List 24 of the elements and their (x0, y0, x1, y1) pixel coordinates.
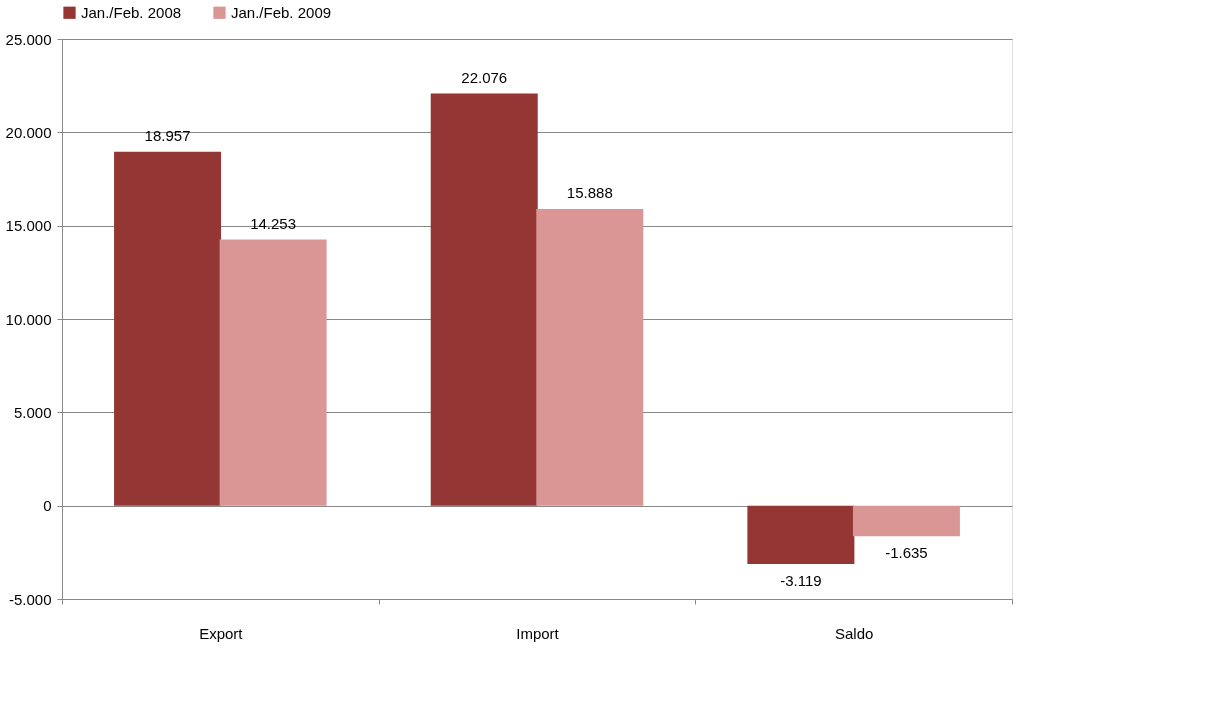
y-tick-label: -5.000 (8, 590, 52, 608)
y-tick-label: 20.000 (5, 123, 52, 141)
legend-label: Jan./Feb. 2009 (231, 3, 332, 21)
bar (747, 505, 855, 564)
legend-label: Jan./Feb. 2008 (81, 3, 182, 21)
bar (219, 239, 327, 506)
y-tick-label: 5.000 (13, 403, 52, 421)
data-label: 14.253 (250, 214, 297, 232)
x-tick-label: Export (199, 624, 244, 642)
y-tick-label: 25.000 (5, 30, 52, 48)
y-tick-label: 0 (43, 497, 52, 515)
x-tick-label: Import (516, 624, 560, 642)
data-label: -1.635 (885, 544, 928, 562)
bar (430, 93, 538, 506)
data-label: 18.957 (144, 126, 191, 144)
data-label: 15.888 (566, 184, 613, 202)
y-tick-label: 10.000 (5, 310, 52, 328)
bar (852, 505, 960, 537)
bar (114, 151, 222, 506)
bar (536, 209, 644, 506)
data-label: -3.119 (780, 571, 822, 589)
x-tick-label: Saldo (834, 624, 874, 642)
y-tick-label: 15.000 (5, 217, 52, 235)
data-label: 22.076 (461, 68, 508, 86)
